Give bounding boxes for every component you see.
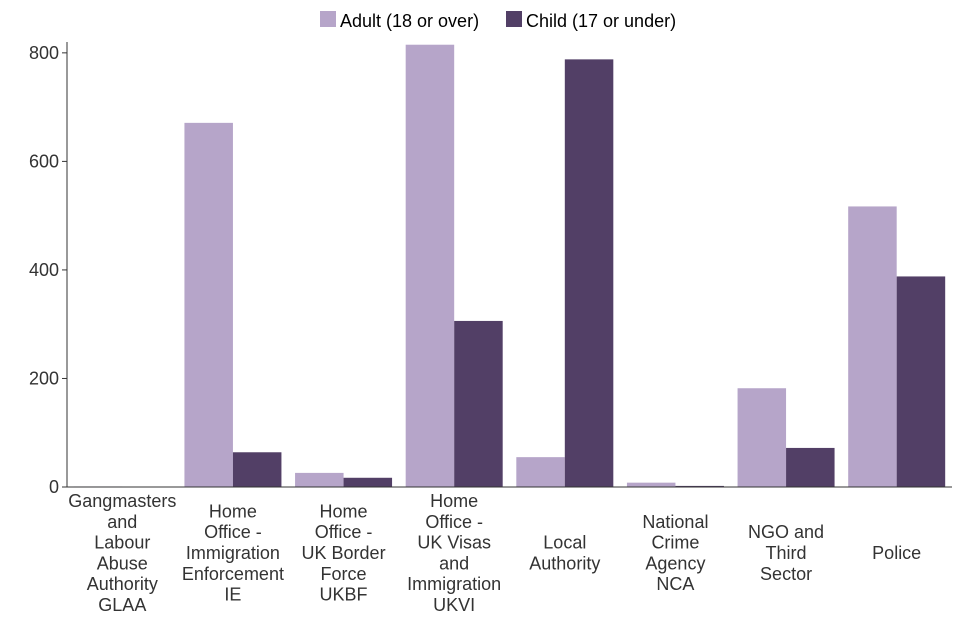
x-category-label: Home Office -Immigration Enforcement IE	[182, 501, 284, 604]
bar-child-6	[786, 447, 835, 487]
legend-label-adult: Adult (18 or over)	[340, 11, 479, 31]
x-category-label: Local Authority	[529, 533, 600, 574]
y-tick-label: 600	[29, 151, 59, 171]
x-category-label: Home Office -UK Border Force UKBF	[302, 501, 386, 604]
bar-adult-6	[737, 388, 787, 487]
legend-label-child: Child (17 or under)	[526, 11, 676, 31]
x-category-label: National Crime Agency NCA	[642, 512, 708, 594]
bar-adult-3	[405, 44, 455, 488]
bar-child-3	[454, 320, 503, 487]
x-category-label: Home Office -UK Visas and Immigration UKVI	[407, 491, 501, 615]
bar-adult-1	[184, 122, 233, 488]
bar-adult-5	[626, 482, 676, 487]
bar-adult-2	[295, 472, 344, 487]
bars	[73, 44, 946, 488]
bar-child-4	[564, 59, 614, 488]
bar-adult-7	[848, 206, 897, 487]
bar-child-1	[232, 452, 282, 487]
x-category-label: NGO and Third Sector	[748, 522, 824, 584]
bar-adult-4	[516, 457, 565, 487]
bar-child-2	[343, 477, 393, 487]
legend: Adult (18 or over) Child (17 or under)	[320, 11, 676, 31]
bar-child-7	[896, 276, 946, 487]
legend-swatch-child	[506, 11, 522, 27]
x-axis: Gangmasters and Labour Abuse Authority GLAAHo…	[67, 486, 952, 615]
y-axis: 0 200 400 600 800	[29, 42, 68, 497]
y-tick-label: 200	[29, 368, 59, 388]
bar-child-5	[675, 485, 724, 487]
x-category-label: Police	[872, 543, 921, 563]
y-tick-label: 0	[49, 477, 59, 497]
y-tick-label: 400	[29, 260, 59, 280]
x-category-label: Gangmasters and Labour Abuse Authority GLAA	[68, 491, 176, 615]
y-tick-label: 800	[29, 43, 59, 63]
legend-swatch-adult	[320, 11, 336, 27]
